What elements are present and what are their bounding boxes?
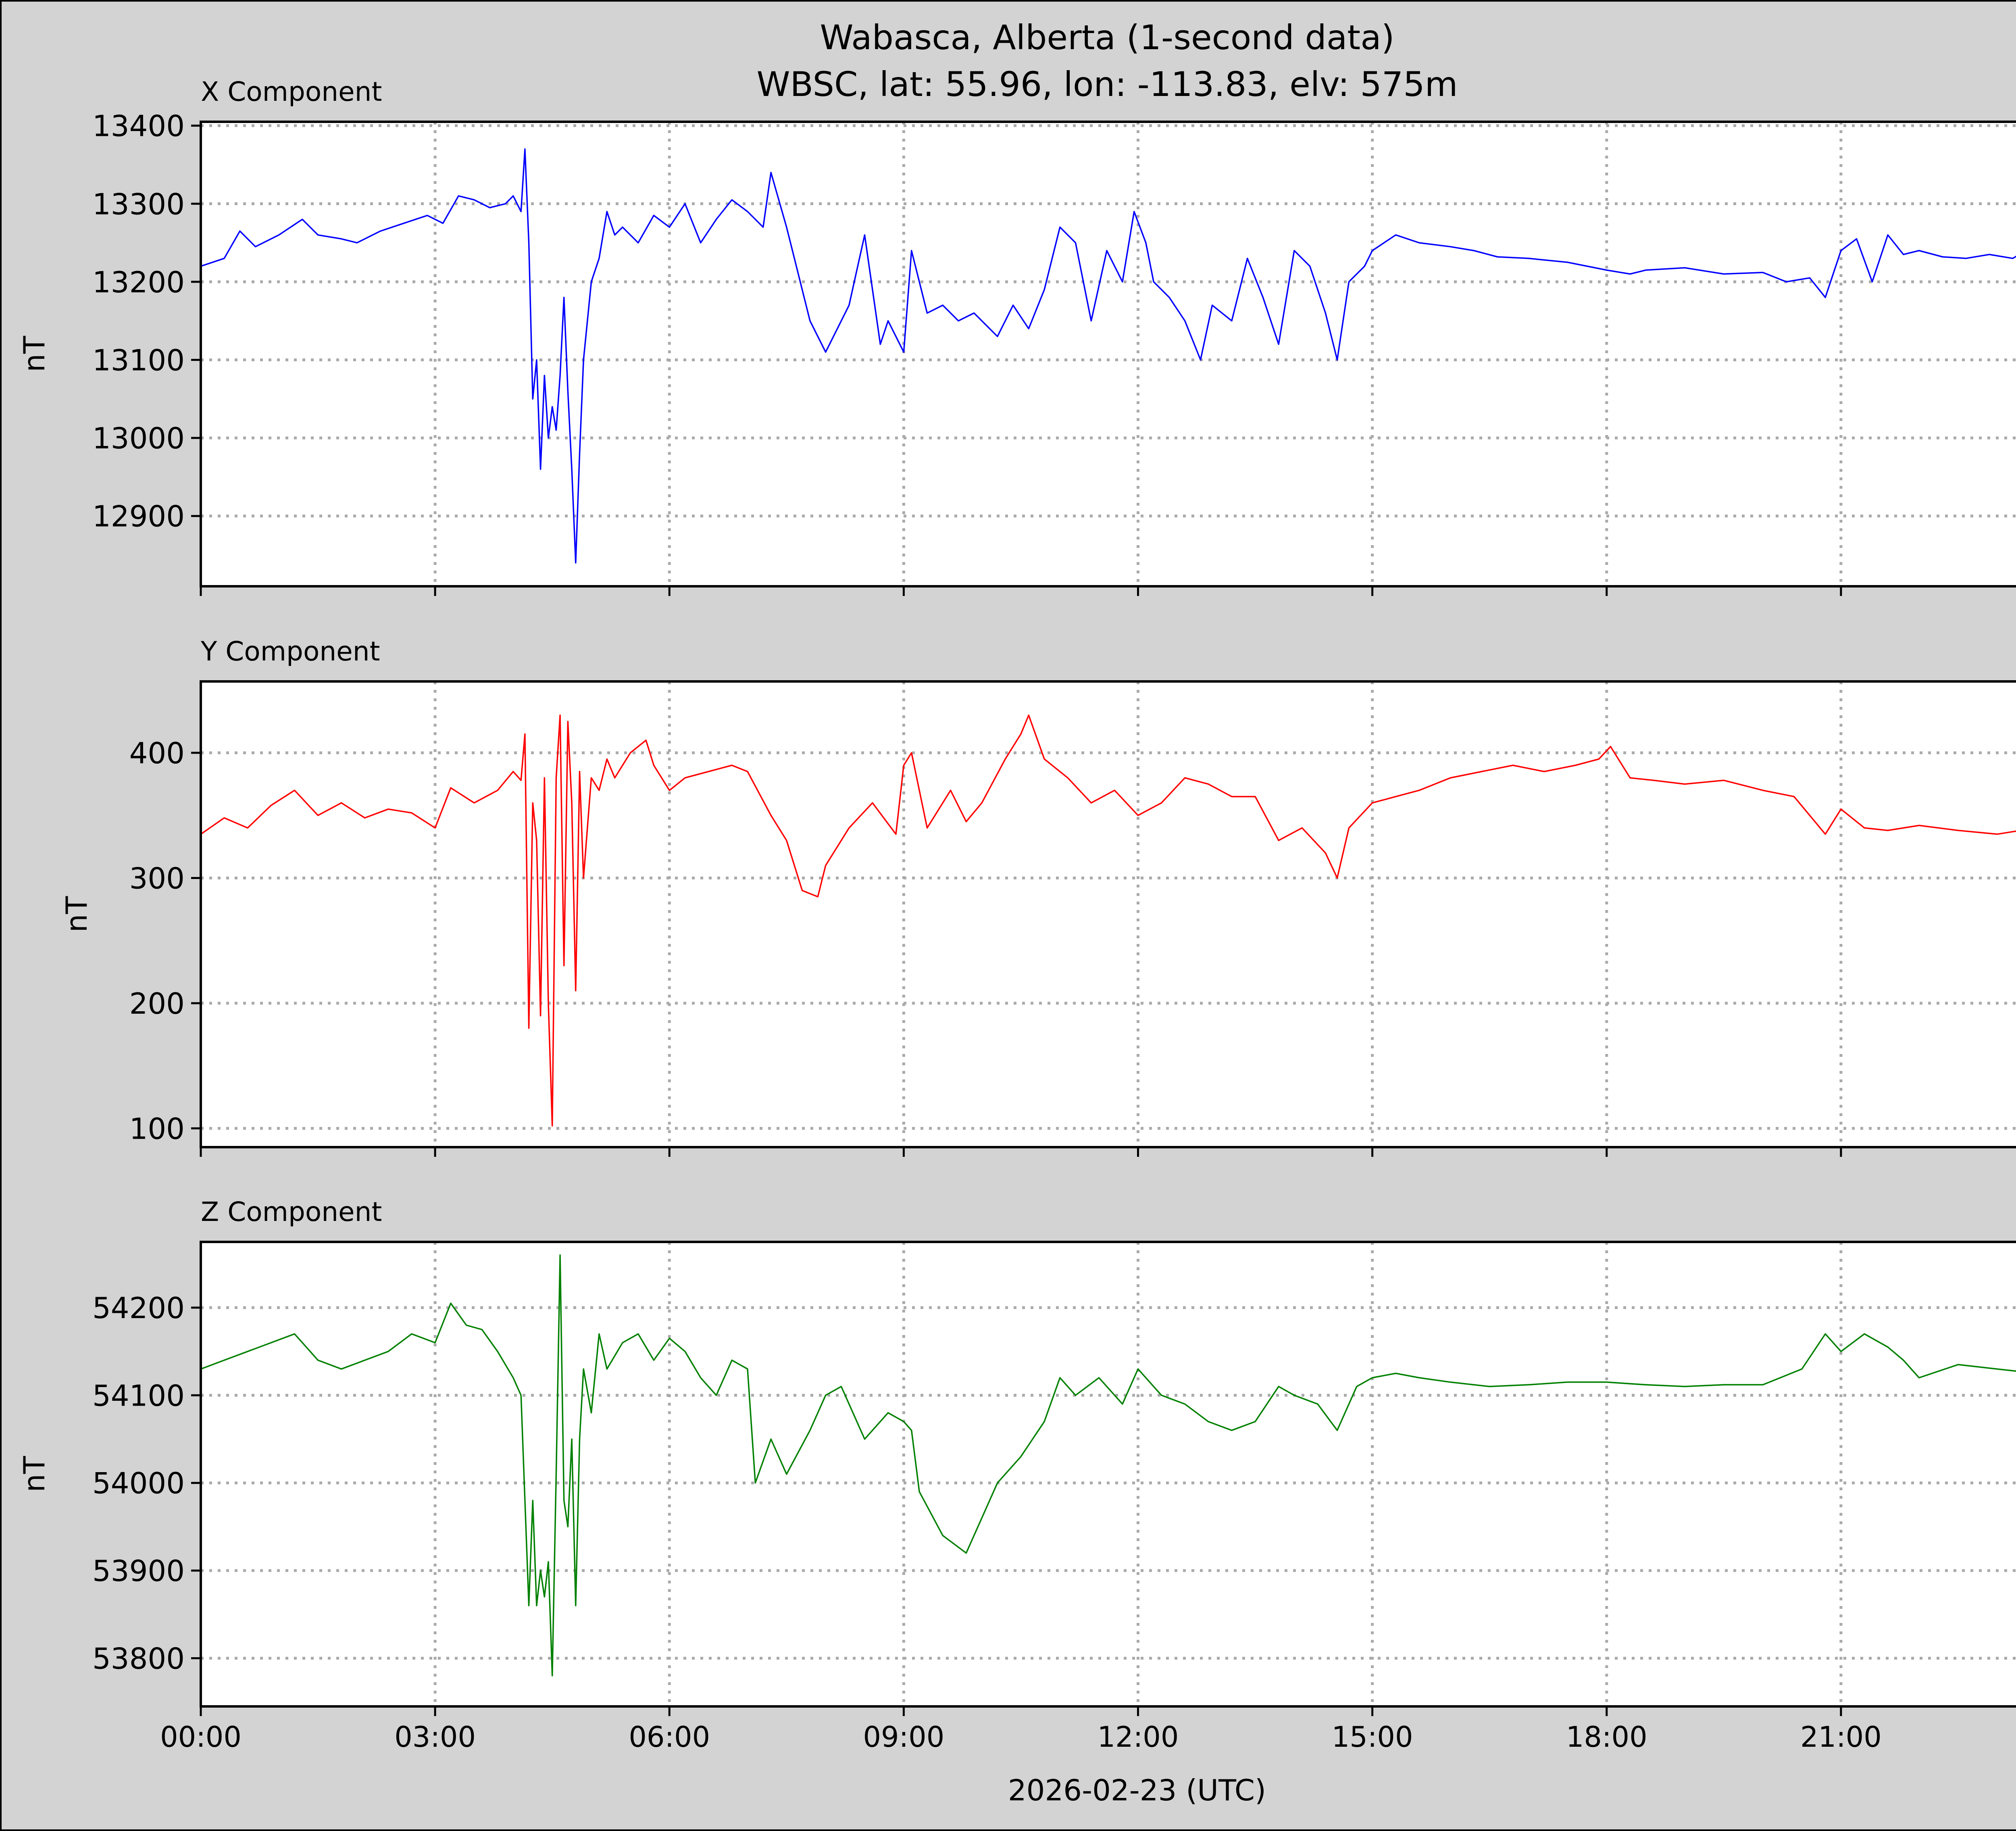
y-tick-label: 13100: [92, 344, 185, 377]
y-tick-label: 13400: [92, 109, 185, 143]
chart-title-line2: WBSC, lat: 55.96, lon: -113.83, elv: 575…: [756, 65, 1458, 104]
x-tick-label: 18:00: [1566, 1721, 1647, 1754]
y-tick-label: 13000: [92, 421, 185, 455]
y-axis-label: nT: [17, 335, 51, 372]
series-line: [200, 1254, 2016, 1677]
y-axis-label: nT: [60, 896, 94, 933]
panel-label: X Component: [201, 76, 382, 107]
series-line: [200, 148, 2016, 564]
plot-area: [201, 122, 2016, 586]
y-tick-label: 54200: [92, 1291, 185, 1325]
y-tick-label: 200: [129, 987, 185, 1021]
y-tick-label: 53900: [92, 1554, 185, 1588]
y-tick-label: 13200: [92, 265, 185, 299]
y-tick-label: 12900: [92, 500, 185, 533]
panel-label: Y Component: [200, 636, 380, 667]
x-tick-label: 21:00: [1800, 1721, 1882, 1754]
series-line: [200, 714, 2016, 1127]
x-tick-label: 06:00: [629, 1721, 710, 1754]
panel-label: Z Component: [201, 1196, 382, 1227]
x-tick-label: 12:00: [1098, 1721, 1179, 1754]
y-axis-label: nT: [17, 1456, 51, 1492]
plot-area: [201, 1242, 2016, 1706]
x-tick-label: 15:00: [1332, 1721, 1413, 1754]
y-tick-label: 53800: [92, 1641, 185, 1675]
y-tick-label: 100: [129, 1112, 185, 1146]
y-tick-label: 300: [129, 861, 185, 895]
panel-1: 100 200 300 400 Y Component nT: [60, 636, 2016, 1157]
plot-area: [201, 681, 2016, 1147]
panel-2: 53800 53900 54000 54100 54200 00:00 03:00 06:00…: [17, 1196, 2016, 1754]
x-tick-label: 09:00: [863, 1721, 945, 1754]
y-tick-label: 54000: [92, 1466, 185, 1500]
y-tick-label: 54100: [92, 1379, 185, 1412]
x-tick-label: 03:00: [394, 1721, 476, 1754]
x-tick-label: 00:00: [160, 1721, 242, 1754]
y-tick-label: 13300: [92, 187, 185, 221]
y-tick-label: 400: [129, 736, 185, 770]
panel-0: 12900 13000 13100 13200 13300 13400 X Componen…: [17, 76, 2016, 596]
chart-title-line1: Wabasca, Alberta (1-second data): [820, 18, 1394, 57]
x-axis-label: 2026-02-23 (UTC): [1008, 1773, 1266, 1807]
